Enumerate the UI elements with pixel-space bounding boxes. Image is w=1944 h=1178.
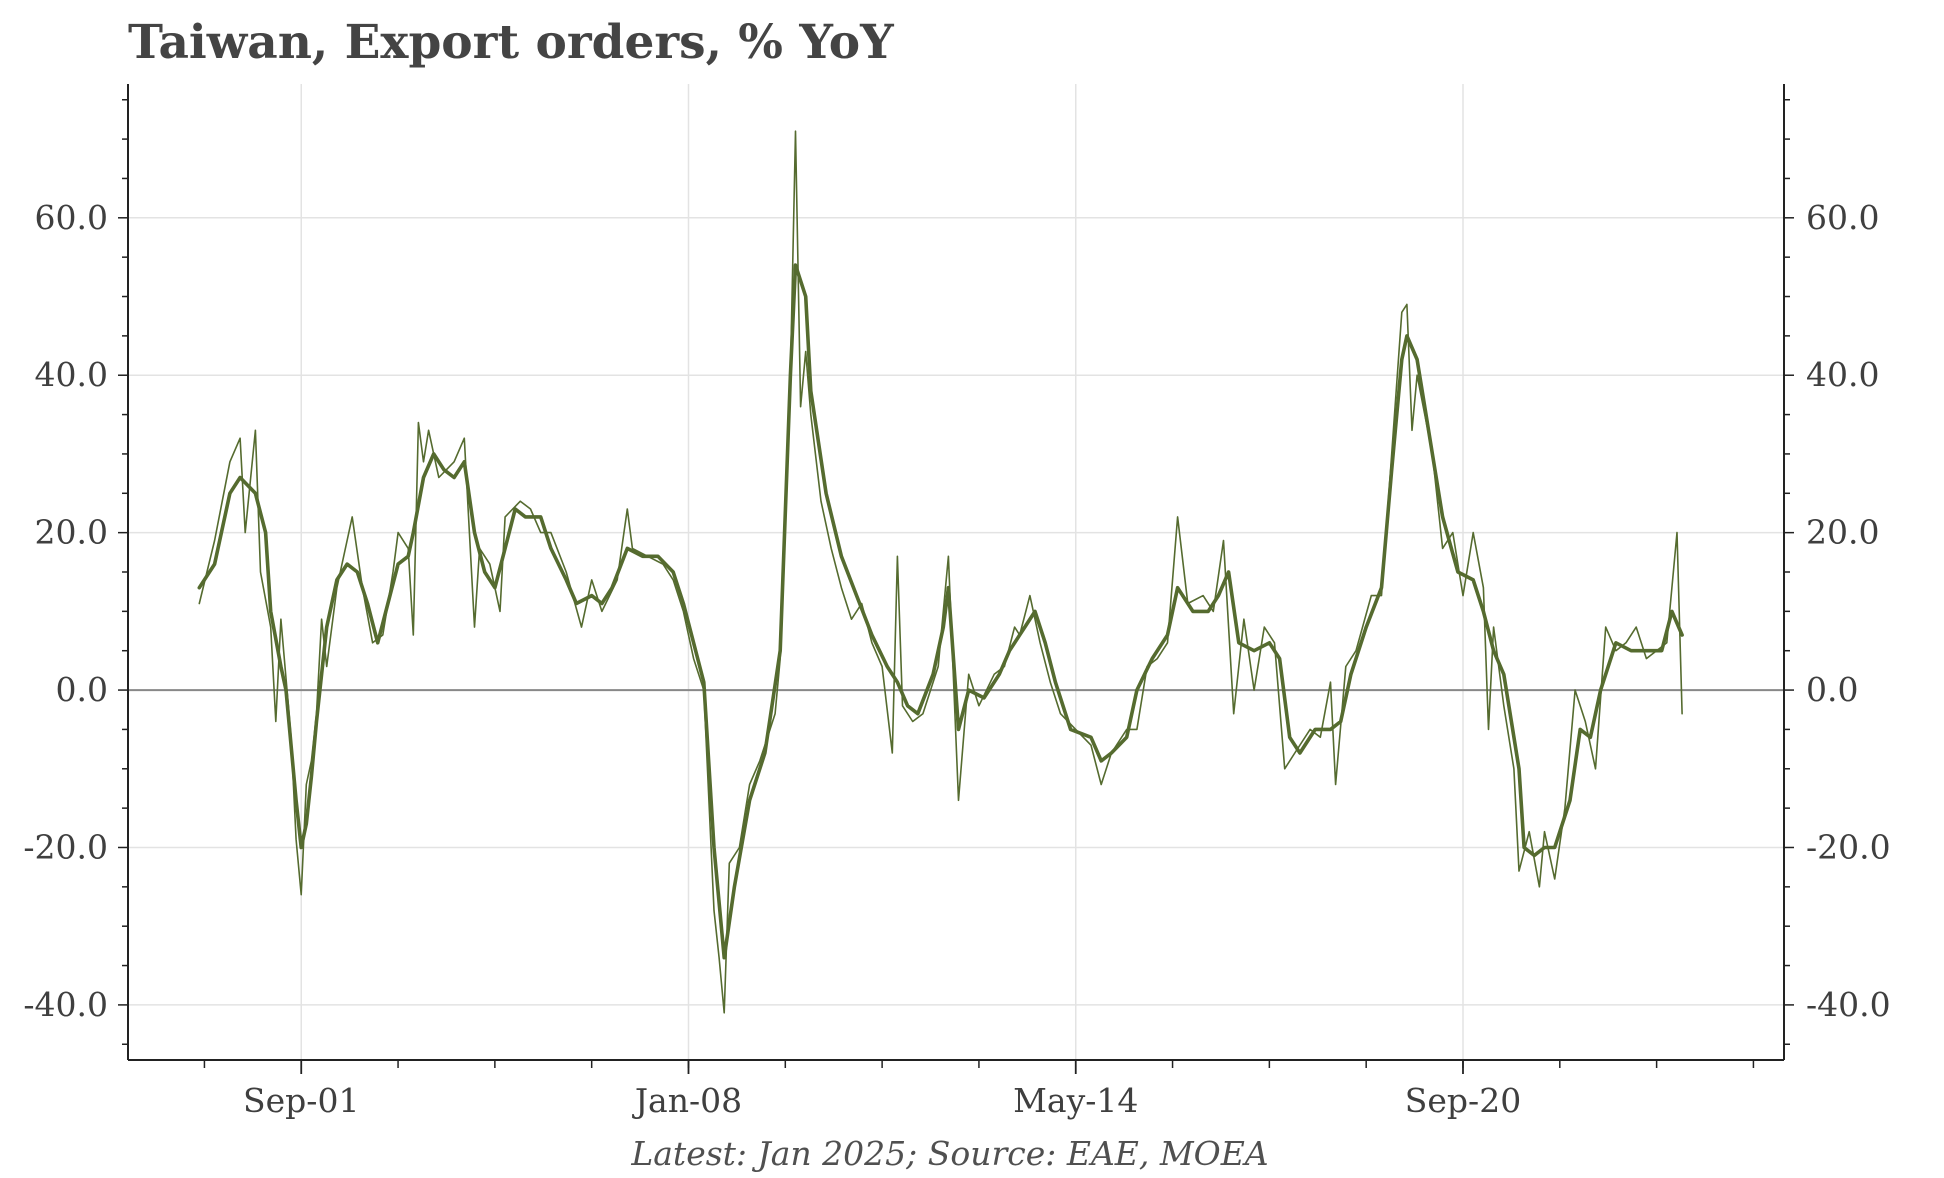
tick-marks bbox=[118, 98, 1794, 1074]
y-tick-label-left: 40.0 bbox=[35, 355, 108, 394]
x-tick-label: May-14 bbox=[1013, 1081, 1138, 1120]
x-tick-label: Jan-08 bbox=[632, 1081, 742, 1120]
y-tick-label-right: 60.0 bbox=[1806, 198, 1879, 237]
y-tick-label-left: 0.0 bbox=[56, 670, 108, 709]
y-tick-label-right: 0.0 bbox=[1806, 670, 1858, 709]
y-tick-label-right: 40.0 bbox=[1806, 355, 1879, 394]
y-tick-label-left: -20.0 bbox=[23, 827, 108, 866]
gridlines bbox=[128, 84, 1784, 1060]
x-tick-label: Sep-20 bbox=[1405, 1081, 1521, 1120]
y-tick-label-left: -40.0 bbox=[23, 985, 108, 1024]
tick-labels: 60.0 60.0 40.0 40.0 20.0 20.0 0.0 0.0 -20.0 -20.0… bbox=[23, 198, 1890, 1120]
series-line-thin bbox=[198, 130, 1683, 1014]
series-lines bbox=[197, 130, 1684, 1014]
chart-title: Taiwan, Export orders, % YoY bbox=[128, 15, 894, 70]
series-line-thick bbox=[197, 263, 1684, 960]
y-tick-label-left: 20.0 bbox=[35, 513, 108, 552]
x-tick-label: Sep-01 bbox=[243, 1081, 359, 1120]
y-tick-label-right: -40.0 bbox=[1806, 985, 1891, 1024]
source-note: Latest: Jan 2025; Source: EAE, MOEA bbox=[630, 1134, 1268, 1173]
y-tick-label-right: 20.0 bbox=[1806, 513, 1879, 552]
axes bbox=[127, 84, 1785, 1061]
y-tick-label-right: -20.0 bbox=[1806, 827, 1891, 866]
y-tick-label-left: 60.0 bbox=[35, 198, 108, 237]
